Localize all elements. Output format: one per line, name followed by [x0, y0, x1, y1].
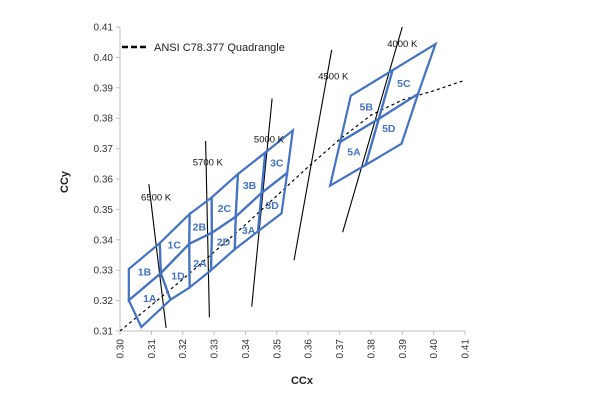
y-tick-label: 0.36: [94, 175, 114, 186]
y-tick-label: 0.35: [94, 205, 114, 216]
y-tick-label: 0.40: [94, 53, 114, 64]
x-tick-label: 0.33: [210, 339, 221, 359]
x-tick-label: 0.40: [429, 339, 440, 359]
x-tick-label: 0.34: [241, 339, 252, 359]
bin-label: 3D: [265, 200, 279, 212]
bin-label: 1B: [138, 267, 152, 279]
y-tick-label: 0.37: [94, 144, 114, 155]
legend-label: ANSI C78.377 Quadrangle: [154, 42, 285, 54]
cct-label: 5000 K: [254, 135, 285, 146]
bin-label: 5C: [397, 78, 411, 90]
bin-label: 5A: [347, 146, 361, 158]
isotherm-line: [205, 140, 210, 318]
axes: 0.30 0.31 0.32 0.33 0.34 0.35 0.36 0.37 0.38 0.39…: [94, 23, 472, 359]
bin-label: 2B: [193, 222, 207, 234]
y-tick-label: 0.39: [94, 83, 114, 94]
bin-label: 3A: [242, 225, 256, 237]
chart-labels: 6500 K 5700 K 5000 K 4500 K 4000 K 1A 1B 1C 1D 2A…: [138, 39, 418, 305]
isotherm-line: [342, 27, 403, 233]
bin-label: 1D: [171, 271, 185, 283]
bin-label: 1C: [168, 239, 182, 251]
bin-label: 2D: [217, 236, 231, 248]
x-tick-label: 0.32: [178, 339, 189, 359]
bin-quadrangles: [127, 41, 438, 329]
cct-label: 4500 K: [318, 71, 349, 82]
legend: ANSI C78.377 Quadrangle: [122, 42, 285, 54]
quadrangle-3d: [256, 170, 289, 234]
x-tick-label: 0.38: [366, 339, 377, 359]
bin-label: 5D: [382, 123, 396, 135]
isotherm-line: [251, 98, 273, 307]
y-tick-label: 0.33: [94, 266, 114, 277]
cct-label: 5700 K: [193, 157, 224, 168]
y-tick-label: 0.32: [94, 296, 114, 307]
x-tick-label: 0.31: [147, 339, 158, 359]
isotherm-line: [148, 184, 167, 329]
x-axis-title: CCx: [291, 375, 314, 387]
x-tick-label: 0.37: [335, 339, 346, 359]
x-tick-label: 0.35: [272, 339, 283, 359]
isotherm-lines: [148, 27, 403, 329]
cct-label: 4000 K: [387, 39, 418, 50]
y-axis-title: CCy: [59, 170, 71, 193]
bin-label: 3C: [270, 157, 284, 169]
bin-label: 1A: [143, 293, 157, 305]
y-tick-label: 0.31: [94, 327, 114, 338]
cct-label: 6500 K: [141, 192, 172, 203]
quadrangle-5d: [363, 91, 421, 168]
x-tick-label: 0.39: [398, 339, 409, 359]
planckian-locus-line: [120, 79, 465, 331]
y-tick-label: 0.34: [94, 235, 114, 246]
x-tick-label: 0.36: [304, 339, 315, 359]
bin-label: 3B: [243, 180, 257, 192]
x-tick-label: 0.30: [116, 339, 127, 359]
bin-label: 5B: [359, 102, 373, 114]
bin-label: 2A: [193, 258, 207, 270]
planckian-locus: [120, 79, 465, 331]
y-tick-label: 0.41: [94, 23, 114, 34]
x-tick-label: 0.41: [461, 339, 472, 359]
isotherm-line: [293, 49, 333, 261]
y-tick-label: 0.38: [94, 114, 114, 125]
bin-label: 2C: [218, 203, 232, 215]
